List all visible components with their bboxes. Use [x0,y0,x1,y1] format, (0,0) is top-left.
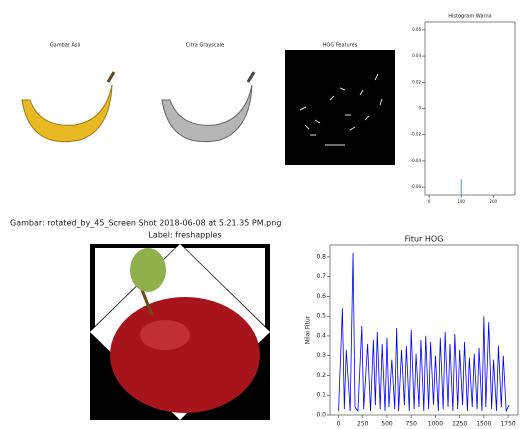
x-tick-label: 500 [381,421,393,428]
y-tick-label: 0.1 [316,392,326,399]
data-line [339,253,510,411]
y-tick-label: -0.02 [411,132,422,137]
y-tick-label: -0.04 [411,158,422,163]
y-tick-label: -0.06 [411,184,422,189]
x-tick-label: 0 [337,421,341,428]
y-tick-label: 0.06 [412,27,421,32]
hog-image [285,50,395,165]
y-tick-label: 0.7 [316,273,326,280]
x-tick-label: 1000 [428,421,443,428]
caption: Gambar: rotated_by_45_Screen Shot 2018-0… [10,219,281,228]
x-tick-label: 1250 [452,421,467,428]
x-tick-label: 200 [489,199,497,204]
x-tick-label: 0 [428,199,431,204]
chart-title: Histogram Warna [448,14,491,20]
plot-frame [425,22,515,195]
chart-title: Fitur HOG [405,235,444,244]
x-tick-label: 750 [405,421,417,428]
y-tick-label: 0.0 [316,412,326,419]
y-tick-label: 0.4 [316,332,326,339]
apple-image [90,244,270,420]
page: Gambar Asli Citra Grayscale HOG Features… [0,0,523,429]
y-tick-label: 0 [418,106,421,111]
y-tick-label: 0.6 [316,293,326,300]
x-tick-label: 1500 [476,421,491,428]
y-tick-label: 0.5 [316,313,326,320]
label: Label: freshapples [148,231,221,240]
y-axis-label: Nilai Fitur [305,315,312,344]
banana-image [22,72,114,142]
grayscale-image [162,72,254,142]
image-title: HOG Features [323,43,358,49]
y-tick-label: 0.3 [316,352,326,359]
y-tick-label: 0.04 [412,53,421,58]
x-tick-label: 100 [457,199,465,204]
y-tick-label: 0.8 [316,253,326,260]
y-tick-label: 0.2 [316,372,326,379]
x-tick-label: 1750 [500,421,515,428]
x-tick-label: 250 [357,421,369,428]
image-title: Citra Grayscale [186,43,224,49]
y-tick-label: 0.02 [412,79,421,84]
image-title: Gambar Asli [50,43,81,49]
